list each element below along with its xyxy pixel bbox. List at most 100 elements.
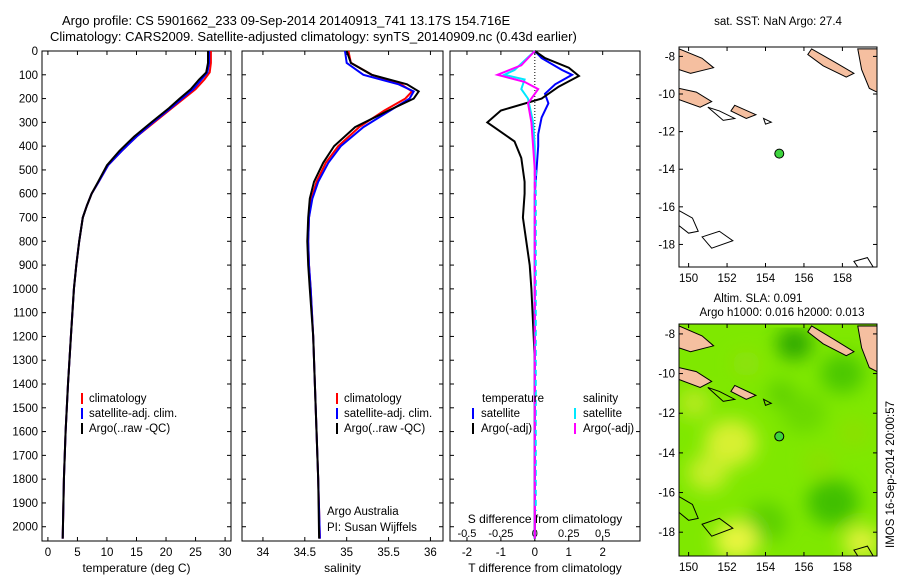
annotation-line-1: Argo Australia	[327, 506, 399, 518]
x-axis-label-temperature: temperature (deg C)	[82, 561, 190, 575]
x-tick-label: 35.5	[377, 547, 399, 559]
x-tick-label: 1	[566, 547, 572, 559]
legend-label: Argo(..raw -QC)	[344, 423, 425, 435]
legend-label: satellite	[481, 408, 520, 420]
legend-label: climatology	[344, 393, 402, 405]
x-tick-label: 0	[532, 547, 538, 559]
series-line-temperature-2	[61, 51, 209, 539]
coastline	[853, 257, 874, 267]
y-tick-label: 200	[19, 94, 38, 106]
coastline	[707, 386, 737, 402]
series-line-differences-3	[494, 50, 540, 539]
legend-label: satellite-adj. clim.	[344, 408, 432, 420]
y-tick-label: 300	[19, 117, 38, 129]
land-shape	[857, 48, 877, 93]
map-y-tick-label: -18	[658, 527, 675, 539]
y-tick-label: 700	[19, 213, 38, 225]
y-tick-label: 0	[32, 46, 38, 58]
y-tick-label: 1900	[12, 498, 38, 510]
map-x-tick-label: 152	[717, 562, 736, 574]
x-tick-label: 34	[257, 547, 270, 559]
heat-blob	[766, 380, 795, 407]
map-content-sla-map	[679, 324, 877, 556]
legend-label: Argo(-adj)	[583, 423, 634, 435]
x-top-axis-label: S difference from climatology	[468, 512, 623, 526]
x-tick-label: 0	[45, 547, 51, 559]
y-tick-label: 1100	[13, 308, 38, 320]
y-tick-label: 2000	[12, 522, 38, 534]
x-top-tick-label: -0.5	[457, 528, 476, 540]
legend-label: satellite-adj. clim.	[89, 408, 177, 420]
y-tick-label: 400	[19, 141, 38, 153]
y-tick-label: 1500	[12, 403, 38, 415]
y-tick-label: 1300	[12, 355, 38, 367]
x-tick-label: 15	[130, 547, 143, 559]
title-line-2: Climatology: CARS2009. Satellite-adjuste…	[50, 29, 577, 44]
y-tick-label: 600	[19, 189, 38, 201]
sla-map-title-line-2: Argo h1000: 0.016 h2000: 0.013	[700, 307, 865, 319]
map-y-tick-label: -16	[658, 488, 675, 500]
y-tick-label: 1800	[12, 474, 38, 486]
y-tick-label: 1000	[12, 284, 38, 296]
coastline	[762, 117, 773, 125]
coastline	[679, 495, 699, 521]
x-tick-label: 2	[599, 547, 605, 559]
map-frame-sla-map	[678, 323, 878, 557]
land-shape	[679, 87, 713, 108]
land-shape	[679, 367, 713, 388]
land-shape	[807, 325, 855, 357]
coastline	[707, 106, 737, 121]
legend-title-temperature: temperature	[482, 393, 544, 405]
map-x-tick-label: 158	[833, 273, 852, 285]
map-frame-sst-map	[678, 46, 878, 268]
map-y-tick-label: -12	[658, 127, 675, 139]
map-y-tick-label: -8	[665, 51, 675, 63]
legend-label: Argo(..raw -QC)	[89, 423, 170, 435]
plot-frame-temperature	[41, 50, 232, 542]
land-shape	[679, 325, 715, 353]
heat-blob	[843, 525, 877, 556]
y-tick-label: 100	[19, 70, 38, 82]
map-x-tick-label: 152	[717, 273, 736, 285]
series-line-differences-1	[485, 50, 581, 539]
argo-location-marker	[774, 431, 785, 442]
plot-frame-salinity	[241, 50, 444, 542]
sst-map-title: sat. SST: NaN Argo: 27.4	[714, 16, 842, 28]
x-tick-label: 25	[189, 547, 202, 559]
heat-blob	[803, 448, 836, 478]
map-y-tick-label: -16	[658, 202, 675, 214]
map-y-tick-label: -14	[658, 164, 675, 176]
map-y-tick-label: -14	[658, 448, 675, 460]
heat-blob	[837, 418, 870, 448]
x-tick-label: 34.5	[294, 547, 316, 559]
land-shape	[679, 48, 715, 74]
map-y-tick-label: -10	[658, 89, 675, 101]
y-tick-label: 1400	[12, 379, 38, 391]
x-tick-label: 35	[340, 547, 353, 559]
x-top-tick-label: -0.25	[488, 528, 513, 540]
map-x-tick-label: 156	[794, 273, 813, 285]
argo-location-marker	[774, 148, 785, 159]
y-tick-label: 900	[19, 260, 38, 272]
heat-blob	[714, 520, 759, 556]
x-tick-label: 36	[424, 547, 437, 559]
series-line-salinity-2	[306, 50, 421, 539]
sla-map-title-line-1: Altim. SLA: 0.091	[714, 293, 803, 305]
land-shape	[730, 104, 758, 119]
legend-label: climatology	[89, 393, 147, 405]
map-x-tick-label: 154	[756, 562, 776, 574]
x-tick-label: -1	[496, 547, 506, 559]
y-tick-label: 1200	[12, 331, 38, 343]
x-tick-label: -2	[462, 547, 472, 559]
y-tick-label: 1700	[12, 450, 38, 462]
heat-blob	[679, 388, 711, 418]
x-tick-label: 20	[160, 547, 173, 559]
map-x-tick-label: 158	[833, 562, 852, 574]
legend-label: satellite	[583, 408, 622, 420]
x-top-tick-label: 0.25	[558, 528, 579, 540]
land-shape	[857, 325, 877, 373]
x-tick-label: 30	[219, 547, 232, 559]
land-shape	[730, 384, 758, 400]
coastline	[701, 517, 734, 537]
